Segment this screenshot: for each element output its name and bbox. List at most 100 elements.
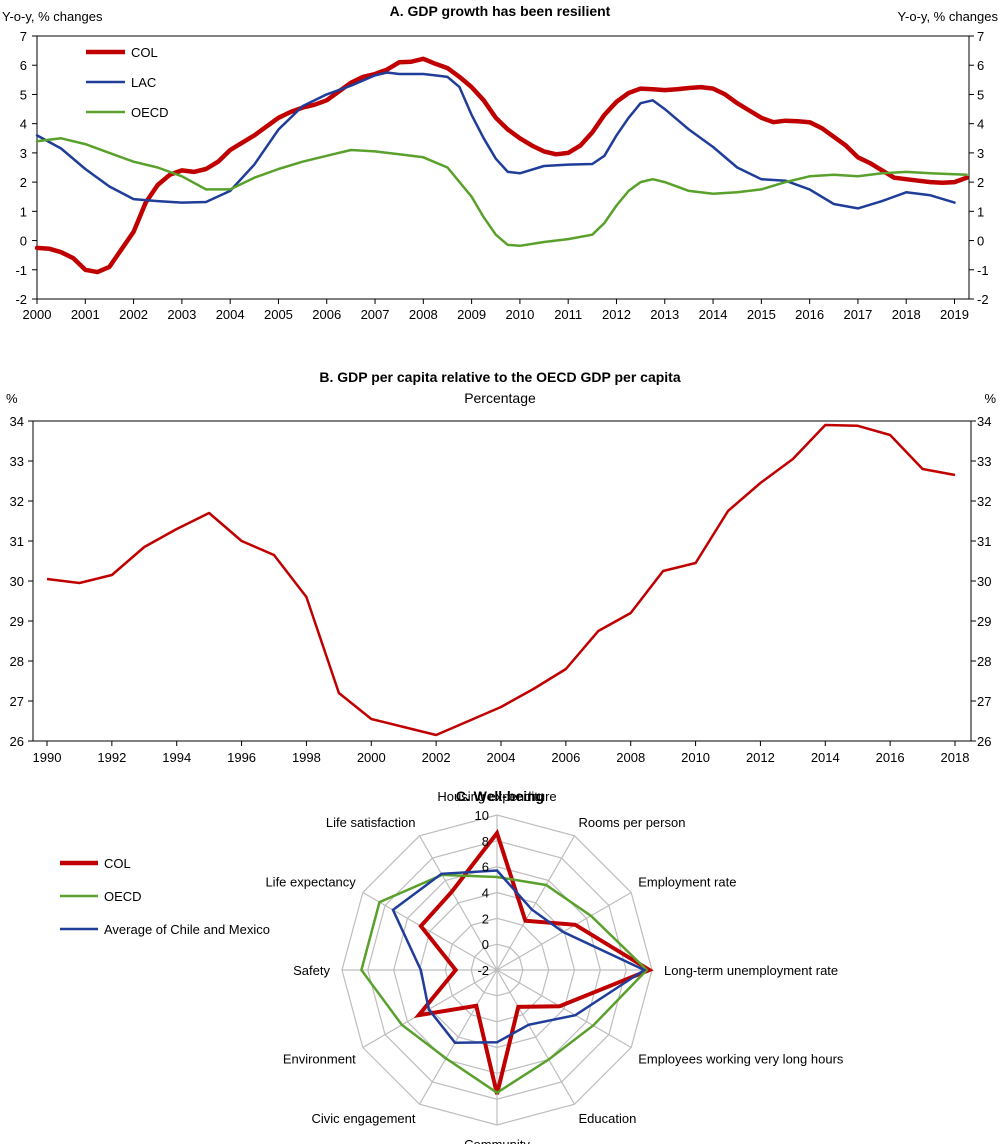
y-tick-label-right: 4 — [977, 117, 984, 132]
x-tick-label: 2003 — [167, 307, 196, 322]
radar-axis-label: Long-term unemployment rate — [664, 963, 838, 978]
x-tick-label: 2018 — [941, 750, 970, 765]
y-tick-label-right: 34 — [977, 414, 991, 429]
y-tick-label-left: 1 — [20, 204, 27, 219]
legend-label: OECD — [131, 105, 169, 120]
radar-axis-label: Employment rate — [638, 875, 736, 890]
radar-axis-label: Education — [579, 1111, 637, 1126]
y-tick-label-left: 27 — [10, 694, 24, 709]
panel-b-left-unit: % — [6, 391, 18, 406]
x-tick-label: 2004 — [487, 750, 516, 765]
x-tick-label: 2010 — [681, 750, 710, 765]
x-tick-label: 2010 — [505, 307, 534, 322]
x-tick-label: 2005 — [264, 307, 293, 322]
x-tick-label: 2011 — [554, 307, 582, 322]
legend-label: COL — [131, 45, 158, 60]
y-tick-label-right: 33 — [977, 454, 991, 469]
x-tick-label: 2008 — [409, 307, 438, 322]
radar-axis-label: Life satisfaction — [326, 815, 416, 830]
panel-a: A. GDP growth has been resilient Y-o-y, … — [2, 3, 998, 322]
radar-series-oecd — [360, 873, 649, 1095]
x-tick-label: 1990 — [33, 750, 62, 765]
radar-tick-label: 8 — [482, 834, 489, 849]
y-tick-label-left: 26 — [10, 734, 24, 749]
x-tick-label: 2002 — [119, 307, 148, 322]
x-tick-label: 1996 — [227, 750, 256, 765]
x-tick-label: 2007 — [361, 307, 390, 322]
radar-axis-label: Community — [464, 1137, 530, 1144]
x-tick-label: 1994 — [162, 750, 191, 765]
panel-c-title: C. Well-being — [456, 788, 544, 804]
radar-axis-label: Life expectancy — [265, 875, 356, 890]
y-tick-label-right: 26 — [977, 734, 991, 749]
panel-b-right-unit: % — [984, 391, 996, 406]
radar-tick-label: 4 — [482, 886, 489, 901]
y-tick-label-left: -2 — [15, 292, 27, 307]
panel-c: C. Well-being Housing expenditure Rooms p… — [60, 788, 844, 1144]
y-tick-label-left: 6 — [20, 58, 27, 73]
x-tick-label: 2012 — [746, 750, 775, 765]
y-tick-label-left: 0 — [20, 234, 27, 249]
y-tick-label-left: 33 — [10, 454, 24, 469]
x-tick-label: 2014 — [699, 307, 728, 322]
y-tick-label-right: -2 — [977, 292, 989, 307]
x-tick-label: 2016 — [795, 307, 824, 322]
y-tick-label-right: 32 — [977, 494, 991, 509]
y-tick-label-left: 4 — [20, 117, 27, 132]
y-tick-label-left: 30 — [10, 574, 24, 589]
y-tick-label-right: 31 — [977, 534, 991, 549]
panel-a-title: A. GDP growth has been resilient — [390, 3, 611, 19]
x-tick-label: 2000 — [357, 750, 386, 765]
panel-a-legend: COL LAC OECD — [86, 45, 169, 120]
panel-a-left-unit: Y-o-y, % changes — [2, 9, 103, 24]
panel-b: B. GDP per capita relative to the OECD G… — [6, 369, 996, 765]
radar-tick-label: -2 — [477, 963, 489, 978]
y-tick-label-right: 3 — [977, 146, 984, 161]
legend-label: Average of Chile and Mexico — [104, 922, 270, 937]
radar-axis-label: Environment — [283, 1052, 356, 1067]
y-tick-label-right: -1 — [977, 263, 989, 278]
radar-spoke — [496, 835, 576, 971]
radar-axis-label: Employees working very long hours — [638, 1052, 844, 1067]
panel-a-plot-frame — [36, 35, 970, 300]
x-tick-label: 2001 — [71, 307, 100, 322]
radar-tick-label: 6 — [482, 860, 489, 875]
x-tick-label: 2019 — [940, 307, 969, 322]
radar-spoke — [418, 835, 498, 971]
y-tick-label-right: 7 — [977, 29, 984, 44]
y-tick-label-left: 28 — [10, 654, 24, 669]
y-tick-label-right: 5 — [977, 87, 984, 102]
y-tick-label-right: 29 — [977, 614, 991, 629]
y-tick-label-left: 2 — [20, 175, 27, 190]
series-line-oecd — [35, 137, 968, 248]
x-tick-label: 2015 — [747, 307, 776, 322]
radar-spoke — [362, 891, 498, 971]
panel-c-legend: COL OECD Average of Chile and Mexico — [60, 856, 270, 937]
panel-b-title: B. GDP per capita relative to the OECD G… — [319, 369, 680, 385]
y-tick-label-left: 3 — [20, 146, 27, 161]
x-tick-label: 1998 — [292, 750, 321, 765]
y-tick-label-right: 1 — [977, 204, 984, 219]
legend-label: LAC — [131, 75, 156, 90]
x-tick-label: 2006 — [312, 307, 341, 322]
radar-series-lac — [391, 869, 647, 1044]
radar-axis-label: Housing expenditure — [437, 789, 556, 804]
y-tick-label-right: 2 — [977, 175, 984, 190]
y-tick-label-right: 6 — [977, 58, 984, 73]
x-tick-label: 2000 — [23, 307, 52, 322]
x-tick-label: 2008 — [616, 750, 645, 765]
y-tick-label-left: 34 — [10, 414, 24, 429]
radar-tick-label: 2 — [482, 911, 489, 926]
x-tick-label: 2014 — [811, 750, 840, 765]
x-tick-label: 2016 — [876, 750, 905, 765]
x-tick-label: 2006 — [551, 750, 580, 765]
series-line-col — [46, 423, 956, 737]
radar-spoke — [418, 969, 498, 1105]
panel-a-right-unit: Y-o-y, % changes — [898, 9, 999, 24]
radar-axis-label: Civic engagement — [311, 1111, 415, 1126]
y-tick-label-right: 0 — [977, 234, 984, 249]
radar-axis-label: Safety — [293, 963, 330, 978]
x-tick-label: 2009 — [457, 307, 486, 322]
legend-label: COL — [104, 856, 131, 871]
